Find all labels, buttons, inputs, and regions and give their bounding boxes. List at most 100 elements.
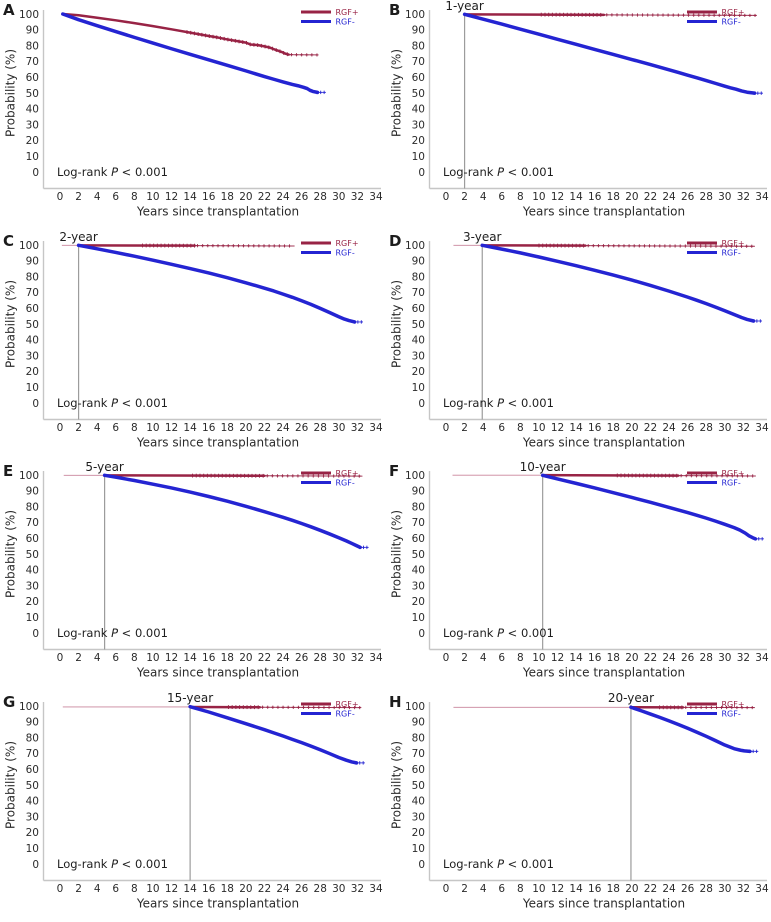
y-tick-label: 10 <box>26 843 39 855</box>
panel-title: 2-year <box>59 231 98 244</box>
legend-label-rgf-plus: RGF+ <box>336 469 359 478</box>
y-tick-label: 20 <box>411 366 424 378</box>
y-tick-label: 100 <box>19 239 39 251</box>
x-tick-label: 2 <box>461 422 468 434</box>
x-tick-label: 22 <box>258 883 271 895</box>
y-tick-label: 50 <box>411 88 424 100</box>
x-axis-title: Years since transplantation <box>136 435 299 449</box>
y-tick-label: 60 <box>26 303 39 315</box>
y-tick-label: 80 <box>411 271 424 283</box>
legend-label-rgf-minus: RGF- <box>721 18 740 27</box>
x-tick-label: 24 <box>662 422 676 434</box>
x-tick-label: 8 <box>131 422 138 434</box>
x-tick-label: 8 <box>131 883 138 895</box>
x-tick-label: 2 <box>461 883 468 895</box>
x-tick-label: 18 <box>221 652 234 664</box>
y-tick-label: 70 <box>26 56 39 68</box>
y-tick-label: 100 <box>19 700 39 712</box>
y-tick-label: 80 <box>26 501 39 513</box>
y-tick-label: 100 <box>404 239 424 251</box>
x-tick-label: 2 <box>75 191 82 203</box>
y-tick-label: 10 <box>411 843 424 855</box>
x-tick-label: 4 <box>94 191 101 203</box>
x-tick-label: 22 <box>643 652 656 664</box>
y-axis-title: Probability (%) <box>4 740 18 828</box>
x-tick-label: 26 <box>295 652 309 664</box>
x-tick-label: 32 <box>736 422 749 434</box>
y-tick-label: 80 <box>411 732 424 744</box>
y-tick-label: 50 <box>26 318 39 330</box>
x-tick-label: 2 <box>75 422 82 434</box>
y-tick-label: 10 <box>26 382 39 394</box>
y-tick-label: 50 <box>26 779 39 791</box>
y-tick-label: 0 <box>418 628 425 640</box>
x-tick-label: 0 <box>442 652 449 664</box>
y-tick-label: 40 <box>26 795 39 807</box>
x-tick-label: 20 <box>239 191 252 203</box>
y-tick-label: 10 <box>411 382 424 394</box>
x-tick-label: 4 <box>479 191 486 203</box>
x-tick-label: 10 <box>146 191 159 203</box>
y-tick-label: 40 <box>411 104 424 116</box>
x-tick-label: 8 <box>131 191 138 203</box>
rgf-minus-curve <box>188 704 359 765</box>
y-axis-title: Probability (%) <box>4 49 18 137</box>
x-tick-label: 28 <box>314 883 327 895</box>
x-tick-label: 30 <box>718 422 731 434</box>
rgf-plus-curve <box>462 13 605 17</box>
x-tick-label: 14 <box>569 883 583 895</box>
x-tick-label: 24 <box>276 422 290 434</box>
x-tick-label: 0 <box>57 422 64 434</box>
y-tick-label: 10 <box>26 151 39 163</box>
x-tick-label: 20 <box>625 652 638 664</box>
panel-b: 100 90 80 70 60 50 40 30 20 10 0 Probability (%) 0 2 4… <box>386 0 771 231</box>
x-tick-label: 28 <box>314 652 327 664</box>
x-tick-label: 10 <box>532 652 545 664</box>
legend-label-rgf-plus: RGF+ <box>721 239 744 248</box>
x-tick-label: 22 <box>643 422 656 434</box>
x-tick-label: 8 <box>517 883 524 895</box>
x-axis-title: Years since transplantation <box>521 435 684 449</box>
x-tick-label: 6 <box>112 652 119 664</box>
legend-label-rgf-minus: RGF- <box>721 709 740 718</box>
x-tick-label: 28 <box>699 191 712 203</box>
x-tick-label: 8 <box>517 191 524 203</box>
y-tick-label: 90 <box>411 255 424 267</box>
rgf-minus-curve <box>462 12 756 95</box>
x-tick-label: 18 <box>606 883 619 895</box>
y-tick-label: 50 <box>411 318 424 330</box>
panel-c: 100 90 80 70 60 50 40 30 20 10 0 Probability (%) 0 2 4… <box>0 231 386 462</box>
y-tick-label: 20 <box>26 827 39 839</box>
panel-title: 15-year <box>167 692 213 705</box>
y-tick-label: 20 <box>26 135 39 147</box>
x-tick-label: 24 <box>662 652 676 664</box>
y-tick-label: 70 <box>411 517 424 529</box>
x-tick-label: 6 <box>112 422 119 434</box>
y-tick-label: 20 <box>411 135 424 147</box>
logrank-text: Log-rank P < 0.001 <box>443 396 554 410</box>
x-tick-label: 22 <box>258 422 271 434</box>
panel-letter: F <box>389 462 399 480</box>
panel-g: 100 90 80 70 60 50 40 30 20 10 0 Probability (%) 0 2 4… <box>0 692 386 922</box>
y-tick-label: 20 <box>411 827 424 839</box>
y-tick-label: 90 <box>26 486 39 498</box>
y-tick-label: 0 <box>32 628 39 640</box>
legend-label-rgf-minus: RGF- <box>721 248 740 257</box>
rgf-plus-curve <box>61 12 290 56</box>
panel-letter: D <box>389 232 401 250</box>
x-tick-label: 4 <box>479 883 486 895</box>
rgf-minus-curve <box>76 243 357 324</box>
logrank-text: Log-rank P < 0.001 <box>443 626 554 640</box>
x-tick-label: 22 <box>643 191 656 203</box>
x-tick-label: 12 <box>165 191 178 203</box>
x-tick-label: 32 <box>351 191 364 203</box>
x-tick-label: 16 <box>588 422 602 434</box>
y-tick-label: 0 <box>32 397 39 409</box>
legend-label-rgf-minus: RGF- <box>721 479 740 488</box>
x-tick-label: 2 <box>461 191 468 203</box>
y-tick-label: 0 <box>418 397 425 409</box>
y-tick-label: 80 <box>26 271 39 283</box>
